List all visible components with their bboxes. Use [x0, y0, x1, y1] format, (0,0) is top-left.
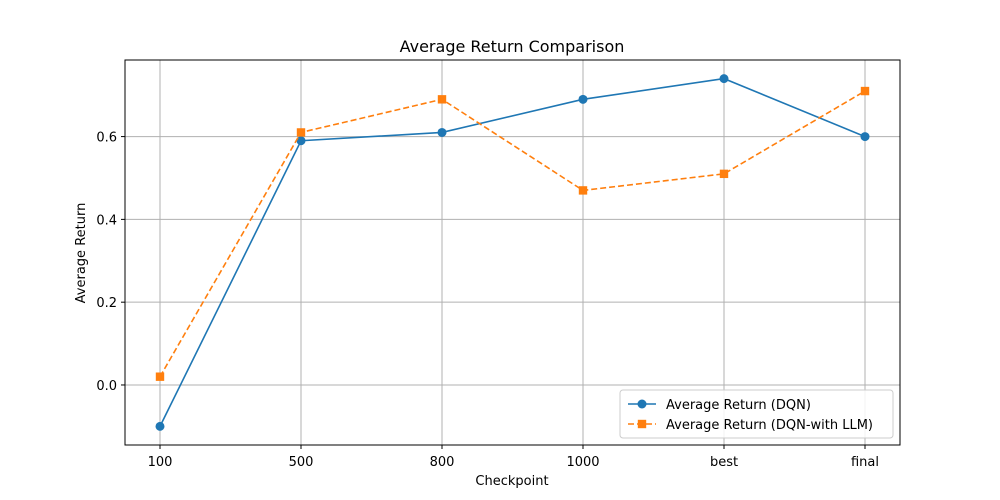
- y-tick-label: 0.4: [96, 213, 117, 228]
- legend: Average Return (DQN) Average Return (DQN-…: [619, 389, 894, 439]
- grid: [125, 60, 900, 445]
- series-1: [155, 74, 870, 431]
- data-point: [155, 372, 165, 381]
- series-2: [155, 86, 870, 381]
- series-line: [159, 90, 866, 378]
- x-tick-label: 800: [430, 455, 455, 470]
- legend-marker: [637, 419, 647, 429]
- y-axis-ticks: 0.0 0.2 0.4 0.6: [96, 131, 125, 394]
- y-tick-label: 0.0: [96, 379, 117, 394]
- x-tick-label: 500: [289, 455, 314, 470]
- data-point: [860, 132, 870, 142]
- y-tick-label: 0.2: [96, 296, 117, 311]
- data-point: [578, 186, 588, 195]
- data-point: [296, 136, 306, 146]
- data-point: [437, 127, 447, 137]
- y-axis-label: Average Return: [74, 203, 89, 304]
- data-point: [860, 86, 870, 96]
- series-layer: [155, 74, 870, 431]
- x-tick-label: 100: [148, 455, 173, 470]
- legend-label: Average Return (DQN): [666, 398, 811, 413]
- plot-frame: [124, 59, 901, 446]
- series-line: [159, 77, 866, 427]
- x-tick-label: 1000: [566, 455, 599, 470]
- data-point: [437, 95, 447, 104]
- data-point: [578, 94, 588, 104]
- data-point: [155, 421, 165, 431]
- data-point: [719, 169, 729, 179]
- x-tick-label: best: [710, 455, 738, 470]
- x-axis-label: Checkpoint: [475, 474, 548, 489]
- x-axis-ticks: 100 500 800 1000 best final: [148, 445, 879, 470]
- x-tick-label: final: [851, 455, 879, 470]
- legend-box: [619, 389, 894, 439]
- legend-marker: [637, 399, 647, 409]
- data-point: [719, 74, 729, 84]
- y-tick-label: 0.6: [96, 131, 117, 146]
- data-point: [296, 128, 306, 137]
- chart-title: Average Return Comparison: [400, 37, 625, 56]
- legend-label: Average Return (DQN-with LLM): [666, 418, 873, 433]
